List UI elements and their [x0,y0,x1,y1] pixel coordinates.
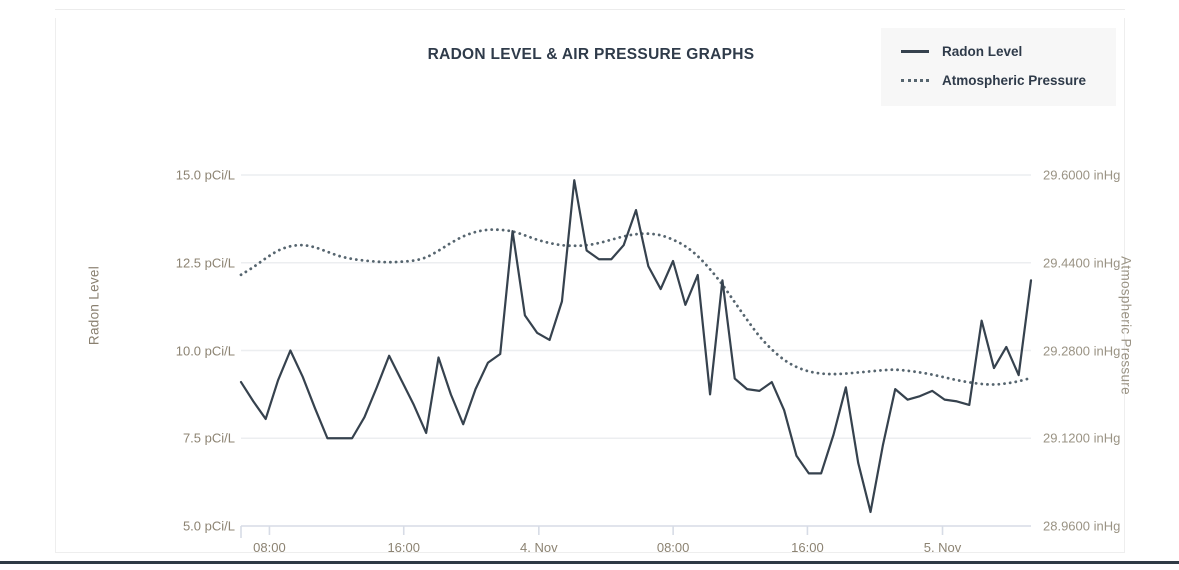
page-top-strip [55,0,1125,10]
page-title: RADON LEVEL & AIR PRESSURE GRAPHS [427,46,755,63]
legend-item-atmospheric-pressure[interactable]: Atmospheric Pressure [899,71,1116,89]
plot-area: Radon Level Atmospheric Pressure 15.0 pC… [56,18,1134,556]
page-bottom-rule [0,561,1179,564]
y-axis-left-tick-label: 15.0 pCi/L [175,167,235,183]
y-axis-right-tick-label: 29.1200 inHg [1043,430,1121,446]
x-axis-tick-label: 16:00 [387,540,420,555]
x-axis-tick-marks [268,526,944,535]
y-axis-right-tick-label: 29.2800 inHg [1043,343,1121,358]
chart-svg [239,174,1033,538]
series-line-radon-level [239,179,1033,514]
y-axis-left-tick-label: 12.5 pCi/L [175,255,235,271]
legend-solid-line-icon [899,44,933,58]
y-axis-right-tick-label: 29.6000 inHg [1043,167,1121,183]
legend-label: Radon Level [942,43,1023,59]
y-axis-left-tick-label: 7.5 pCi/L [182,430,235,446]
legend-dotted-line-icon [899,73,933,87]
y-axis-left-tick-label: 5.0 pCi/L [182,518,235,534]
chart-card: RADON LEVEL & AIR PRESSURE GRAPHS Radon … [55,18,1134,556]
legend-item-radon-level[interactable]: Radon Level [899,42,1116,60]
y-axis-left-tick-label: 10.0 pCi/L [175,343,235,358]
x-axis-tick-label: 08:00 [253,540,286,555]
x-axis-tick-label: 4. Nov [520,540,558,555]
x-axis-tick-label: 5. Nov [923,540,962,555]
chart-gridlines [241,174,1031,440]
chart-legend: Radon Level Atmospheric Pressure [881,28,1116,106]
legend-label: Atmospheric Pressure [942,72,1087,88]
x-axis-tick-label: 08:00 [656,540,690,555]
y-axis-right-tick-label: 28.9600 inHg [1043,518,1121,534]
series-line-atmospheric-pressure [239,228,1033,386]
x-axis-tick-label: 16:00 [791,540,824,555]
y-axis-right-tick-label: 29.4400 inHg [1043,255,1121,271]
